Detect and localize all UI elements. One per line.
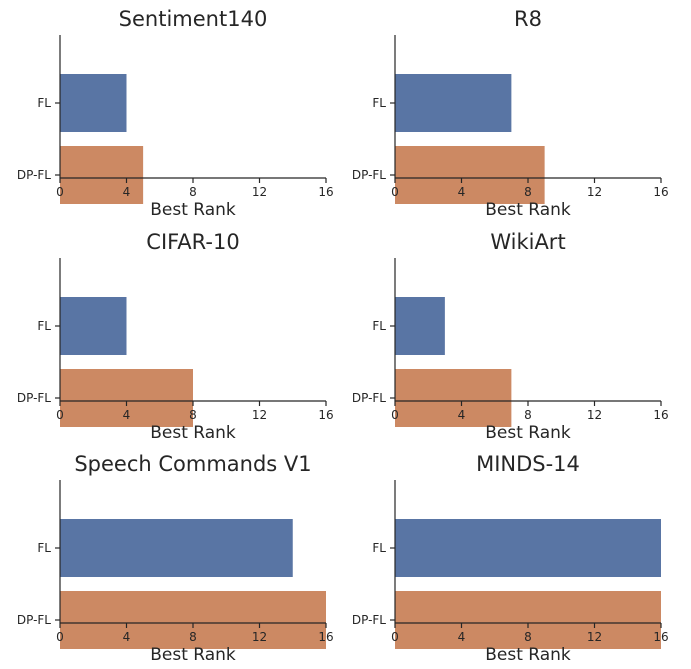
panel-cifar-10-title: CIFAR-10 (146, 230, 239, 254)
panel-wikiart-xaxis-label: Best Rank (485, 423, 571, 443)
panel-speech-commands-v1: Speech Commands V1 FL DP-FL 0 4 8 12 16 Best Ran… (17, 452, 334, 665)
panel-wikiart-category-label-dp-fl: DP-FL (352, 391, 386, 405)
panel-speech-commands-v1-xaxis-label: Best Rank (150, 645, 236, 665)
panel-wikiart-category-label-fl: FL (372, 319, 386, 333)
panel-sentiment140-category-label-dp-fl: DP-FL (17, 168, 51, 182)
panel-wikiart-bar-dp-fl (395, 369, 512, 427)
panel-minds-14: MINDS-14 FL DP-FL 0 4 8 12 16 Best Rank (352, 452, 669, 665)
panel-speech-commands-v1-title: Speech Commands V1 (74, 452, 311, 476)
panel-r8-xtick-label-0: 0 (391, 185, 399, 199)
panel-minds-14-bar-fl (395, 519, 661, 577)
panel-sentiment140-xtick-label-0: 0 (56, 185, 64, 199)
panel-cifar-10-xtick-label-0: 0 (56, 408, 64, 422)
panel-cifar-10-xtick-label-4: 4 (123, 408, 131, 422)
panel-minds-14-xtick-label-4: 4 (458, 630, 466, 644)
panel-sentiment140-xtick-label-4: 4 (123, 185, 131, 199)
panel-wikiart: WikiArt FL DP-FL 0 4 8 12 16 Best Rank (352, 230, 669, 443)
panel-r8-category-label-dp-fl: DP-FL (352, 168, 386, 182)
panel-sentiment140-bar-fl (60, 74, 127, 132)
panel-sentiment140-xtick-label-16: 16 (318, 185, 333, 199)
panel-r8-xtick-label-4: 4 (458, 185, 466, 199)
panel-speech-commands-v1-xtick-label-16: 16 (318, 630, 333, 644)
panel-wikiart-xtick-label-0: 0 (391, 408, 399, 422)
panel-sentiment140: Sentiment140 FL DP-FL 0 4 8 12 16 Best Rank (17, 7, 334, 220)
panel-minds-14-xtick-label-12: 12 (587, 630, 602, 644)
panel-speech-commands-v1-bar-dp-fl (60, 591, 326, 649)
panel-r8-xaxis-label: Best Rank (485, 200, 571, 220)
panel-sentiment140-xaxis-label: Best Rank (150, 200, 236, 220)
panel-r8-xtick-label-8: 8 (524, 185, 532, 199)
panel-speech-commands-v1-bar-fl (60, 519, 293, 577)
panel-r8-xtick-label-16: 16 (653, 185, 668, 199)
panel-cifar-10-category-label-dp-fl: DP-FL (17, 391, 51, 405)
panel-sentiment140-bar-dp-fl (60, 146, 144, 204)
panel-cifar-10-xtick-label-8: 8 (189, 408, 197, 422)
panel-wikiart-xtick-label-16: 16 (653, 408, 668, 422)
panel-minds-14-xtick-label-8: 8 (524, 630, 532, 644)
panel-r8-title: R8 (514, 7, 542, 31)
panel-speech-commands-v1-xtick-label-0: 0 (56, 630, 64, 644)
panel-speech-commands-v1-category-label-dp-fl: DP-FL (17, 613, 51, 627)
panel-speech-commands-v1-xtick-label-8: 8 (189, 630, 197, 644)
panel-wikiart-title: WikiArt (490, 230, 565, 254)
panel-speech-commands-v1-category-label-fl: FL (37, 541, 51, 555)
panel-wikiart-bar-fl (395, 297, 445, 355)
panel-cifar-10-xtick-label-12: 12 (252, 408, 267, 422)
panel-r8-bar-dp-fl (395, 146, 545, 204)
panel-minds-14-category-label-dp-fl: DP-FL (352, 613, 386, 627)
panel-cifar-10-bar-dp-fl (60, 369, 193, 427)
panel-wikiart-xtick-label-8: 8 (524, 408, 532, 422)
panel-cifar-10-category-label-fl: FL (37, 319, 51, 333)
panel-cifar-10-bar-fl (60, 297, 127, 355)
panel-speech-commands-v1-xtick-label-4: 4 (123, 630, 131, 644)
panel-r8: R8 FL DP-FL 0 4 8 12 16 Best Rank (352, 7, 669, 220)
panel-minds-14-bar-dp-fl (395, 591, 661, 649)
panel-speech-commands-v1-xtick-label-12: 12 (252, 630, 267, 644)
panel-sentiment140-title: Sentiment140 (119, 7, 268, 31)
panel-minds-14-title: MINDS-14 (476, 452, 580, 476)
panel-r8-xtick-label-12: 12 (587, 185, 602, 199)
panel-sentiment140-xtick-label-8: 8 (189, 185, 197, 199)
panel-minds-14-xaxis-label: Best Rank (485, 645, 571, 665)
panel-cifar-10: CIFAR-10 FL DP-FL 0 4 8 12 16 Best Rank (17, 230, 334, 443)
panel-cifar-10-xaxis-label: Best Rank (150, 423, 236, 443)
panel-minds-14-xtick-label-16: 16 (653, 630, 668, 644)
panel-minds-14-category-label-fl: FL (372, 541, 386, 555)
panel-r8-category-label-fl: FL (372, 96, 386, 110)
panel-wikiart-xtick-label-4: 4 (458, 408, 466, 422)
panel-r8-bar-fl (395, 74, 512, 132)
panel-minds-14-xtick-label-0: 0 (391, 630, 399, 644)
panel-sentiment140-xtick-label-12: 12 (252, 185, 267, 199)
panel-wikiart-xtick-label-12: 12 (587, 408, 602, 422)
panel-sentiment140-category-label-fl: FL (37, 96, 51, 110)
panel-cifar-10-xtick-label-16: 16 (318, 408, 333, 422)
